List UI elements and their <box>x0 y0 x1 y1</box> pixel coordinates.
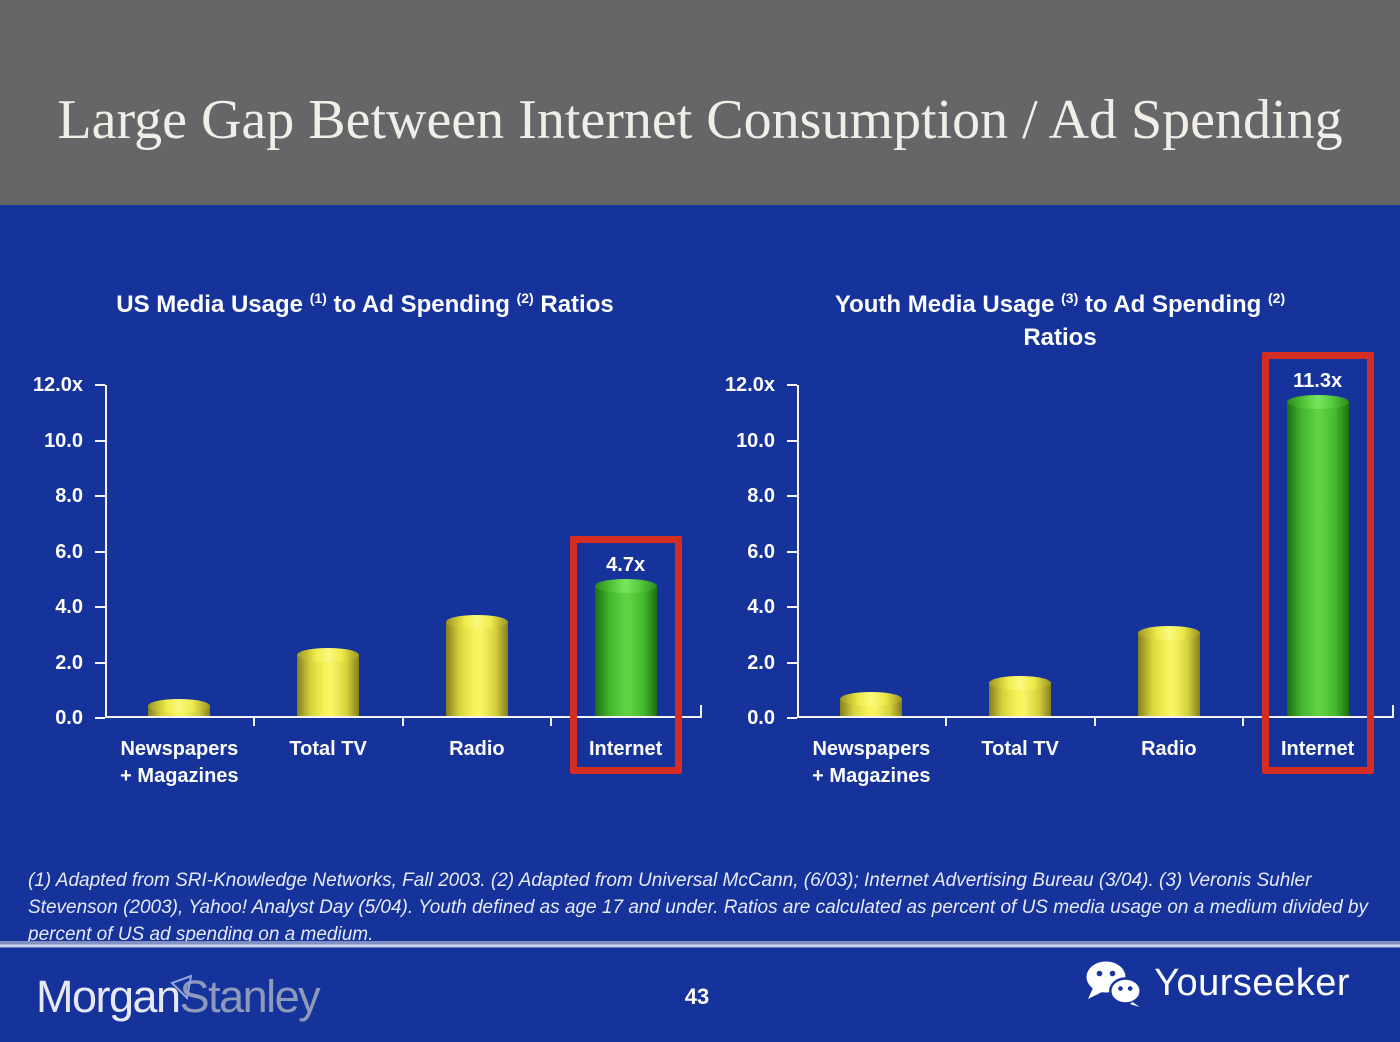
x-tick <box>1242 718 1245 726</box>
bar-internet <box>1286 395 1349 716</box>
highlight-value-label: 4.7x <box>606 553 646 576</box>
wechat-icon <box>1085 960 1143 1007</box>
y-tick-4 <box>95 606 105 608</box>
y-tick-10 <box>787 439 797 442</box>
y-tick-0 <box>95 717 105 719</box>
stanley-wordmark: Stanley <box>179 971 321 1022</box>
y-tick-label-6: 6.0 <box>55 540 83 563</box>
y-tick-label-2: 2.0 <box>55 651 83 674</box>
x-axis-line <box>797 716 1394 718</box>
chart-title: Youth Media Usage (3) to Ad Spending (2)… <box>834 290 1286 352</box>
y-axis-line <box>105 385 107 718</box>
page-number: 43 <box>684 984 710 1009</box>
y-tick-12 <box>95 384 105 386</box>
y-tick-label-8: 8.0 <box>55 485 83 507</box>
x-tick <box>401 718 404 726</box>
y-tick-label-4: 4.0 <box>55 596 83 618</box>
highlight-value-label: 11.3x <box>1293 370 1343 393</box>
y-tick-label-8: 8.0 <box>747 485 775 507</box>
x-tick <box>550 718 553 726</box>
bar-radio <box>445 614 508 716</box>
x-tick <box>252 718 255 726</box>
y-tick-12 <box>787 384 797 386</box>
highlight-box <box>1261 352 1374 774</box>
y-tick-8 <box>95 495 105 497</box>
y-tick-4 <box>787 606 797 608</box>
slide-title: Large Gap Between Internet Consumption /… <box>57 89 1343 151</box>
morgan-wordmark: Morgan <box>36 971 181 1022</box>
youth-media-chart: Youth Media Usage (3) to Ad Spending (2)… <box>722 280 1398 795</box>
x-label-radio: Radio <box>449 738 505 760</box>
yourseeker-logo: Yourseeker <box>1085 960 1350 1007</box>
x-axis-line <box>105 716 702 718</box>
x-axis-end-tick <box>700 705 702 718</box>
bar-newspapers-magazines <box>148 699 211 716</box>
x-label-total-tv: Total TV <box>289 738 367 760</box>
y-tick-label-10: 10.0 <box>736 429 775 452</box>
x-axis-end-tick <box>1392 705 1394 718</box>
y-tick-label-6: 6.0 <box>747 540 775 563</box>
y-tick-label-10: 10.0 <box>44 429 83 452</box>
y-axis-line <box>797 385 799 718</box>
y-tick-10 <box>95 439 105 442</box>
y-tick-6 <box>95 550 105 553</box>
slide-header: Large Gap Between Internet Consumption /… <box>0 0 1400 205</box>
y-tick-label-12: 12.0x <box>32 374 83 396</box>
y-tick-8 <box>787 495 797 497</box>
bar-total-tv <box>297 647 360 716</box>
bar-total-tv <box>989 675 1052 716</box>
bar-internet <box>594 578 657 716</box>
x-tick <box>944 718 947 726</box>
morgan-stanley-logo: MorganStanley <box>36 971 321 1022</box>
y-tick-label-0: 0.0 <box>747 707 775 729</box>
y-tick-label-12: 12.0x <box>724 374 775 396</box>
x-label-internet: Internet <box>1280 738 1355 760</box>
y-tick-2 <box>787 661 797 664</box>
bar-radio <box>1137 625 1200 716</box>
x-label-total-tv: Total TV <box>981 738 1059 760</box>
chart-plot: 12.0x 10.0 8.0 6.0 4.0 2.0 0.0 Newspapers + Mag… <box>33 374 702 787</box>
y-tick-label-0: 0.0 <box>55 707 83 729</box>
us-media-chart: US Media Usage (1) to Ad Spending (2) Ra… <box>30 280 702 795</box>
chart-plot: 12.0x 10.0 8.0 6.0 4.0 2.0 0.0 Newspapers + Mag… <box>725 352 1394 787</box>
yourseeker-wordmark: Yourseeker <box>1154 962 1350 1004</box>
chart-title: US Media Usage (1) to Ad Spending (2) Ra… <box>116 290 614 318</box>
y-tick-6 <box>787 550 797 553</box>
y-tick-label-4: 4.0 <box>747 596 775 618</box>
footer-divider <box>0 941 1400 948</box>
footnote: (1) Adapted from SRI-Knowledge Networks,… <box>28 870 1368 945</box>
x-label-newspapers-magazines: Newspapers + Magazines <box>812 738 931 787</box>
bar-newspapers-magazines <box>840 692 903 716</box>
morgan-stanley-flag-icon <box>169 964 195 1009</box>
x-label-radio: Radio <box>1141 738 1197 760</box>
x-tick <box>1093 718 1096 726</box>
y-tick-0 <box>787 717 797 719</box>
x-label-newspapers-magazines: Newspapers + Magazines <box>120 738 239 787</box>
x-label-internet: Internet <box>588 738 663 760</box>
highlight-box <box>569 535 682 774</box>
y-tick-2 <box>95 661 105 664</box>
y-tick-label-2: 2.0 <box>747 651 775 674</box>
